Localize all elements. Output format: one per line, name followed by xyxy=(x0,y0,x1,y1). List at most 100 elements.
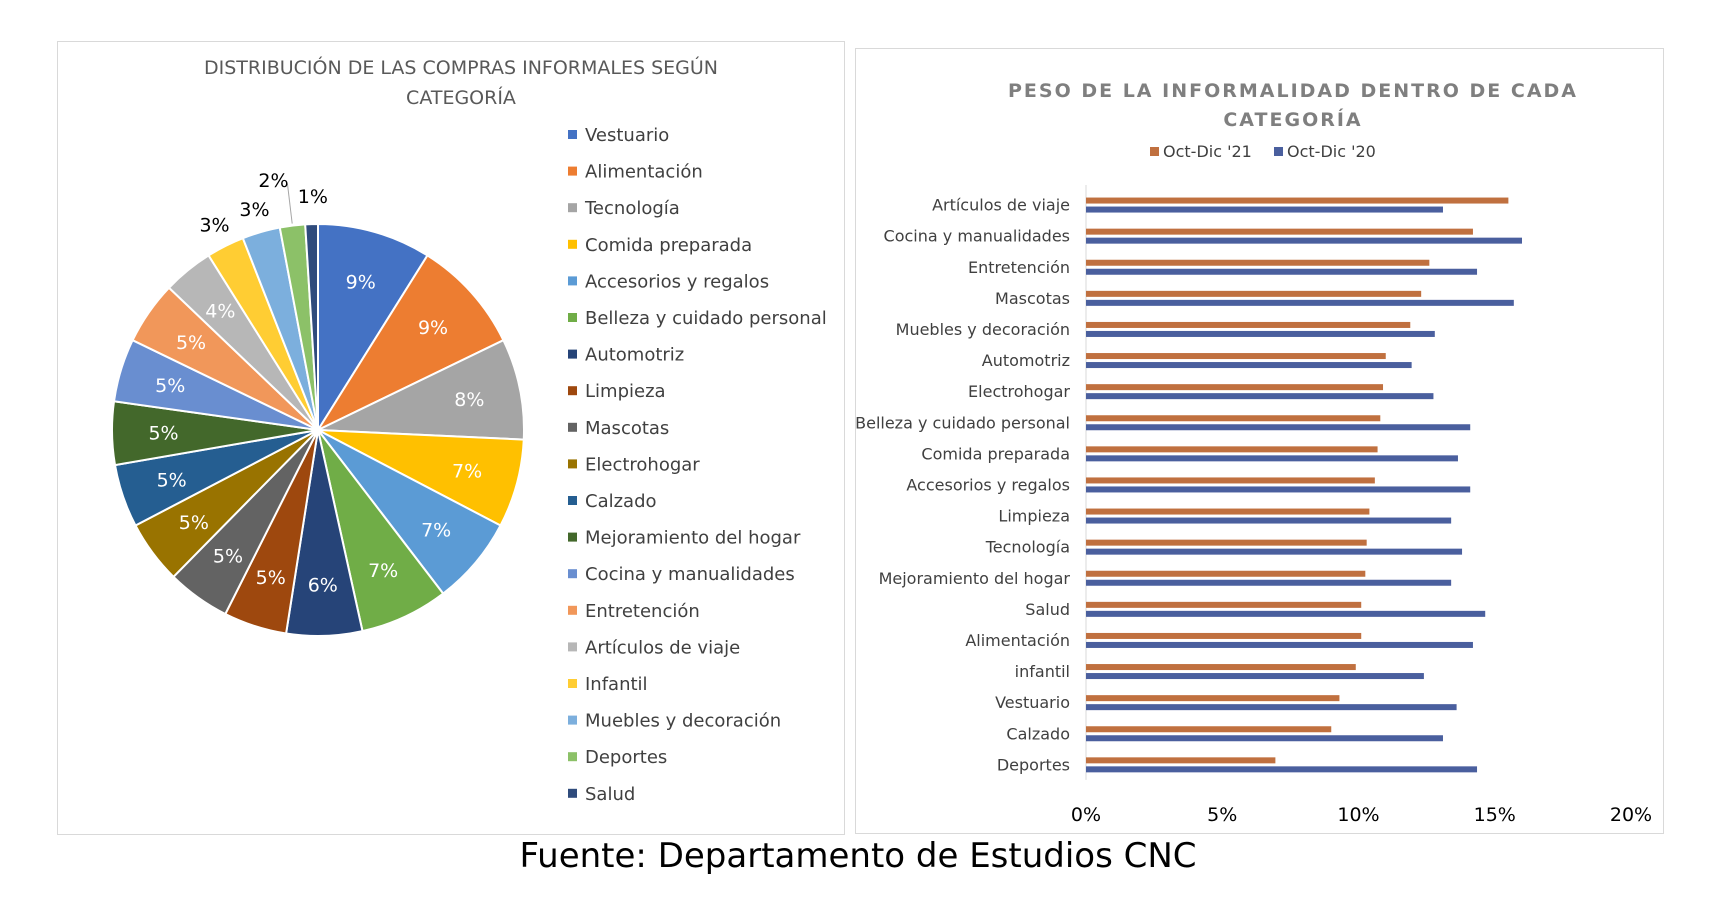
bar-mark xyxy=(1086,290,1422,297)
pie-legend-entry: Comida preparada xyxy=(585,235,752,256)
bar-chart-title-line-2: CATEGORÍA xyxy=(1223,108,1362,131)
bar-mark xyxy=(1086,757,1276,764)
pie-legend-entry: Mascotas xyxy=(585,418,669,439)
bar-legend: Oct-Dic '21 Oct-Dic '20 xyxy=(1150,142,1376,161)
bar-legend-entry: Oct-Dic '20 xyxy=(1287,142,1376,161)
pie-chart: DISTRIBUCIÓN DE LAS COMPRAS INFORMALES S… xyxy=(111,55,827,805)
pie-legend-swatch xyxy=(568,642,577,652)
bar-mark xyxy=(1086,664,1356,671)
bar-mark xyxy=(1086,237,1522,244)
pie-data-label: 2% xyxy=(258,170,288,192)
bar-mark xyxy=(1086,735,1443,742)
pie-data-label: 5% xyxy=(155,375,185,397)
bar-mark xyxy=(1086,393,1434,400)
bar-mark xyxy=(1086,446,1378,453)
pie-legend-swatch xyxy=(568,496,577,505)
pie-legend-entry: Deportes xyxy=(585,747,667,768)
pie-legend-entry: Mejoramiento del hogar xyxy=(585,528,801,549)
pie-legend-entry: Muebles y decoración xyxy=(585,711,781,732)
pie-legend-swatch xyxy=(568,788,577,798)
pie-slices xyxy=(111,222,525,637)
pie-data-label: 5% xyxy=(157,470,187,492)
pie-slice xyxy=(317,338,525,441)
bar-mark xyxy=(1086,259,1430,266)
pie-legend-entry: Automotriz xyxy=(585,345,684,366)
bar-mark xyxy=(1086,539,1367,546)
bar-x-tick-label: 20% xyxy=(1610,804,1652,826)
pie-slice xyxy=(304,222,319,431)
bar-category-label: Artículos de viaje xyxy=(932,196,1070,215)
bar-mark xyxy=(1086,353,1386,360)
bar-chart-panel: PESO DE LA INFORMALIDAD DENTRO DE CADA C… xyxy=(855,48,1664,834)
bar-category-label: infantil xyxy=(1015,662,1070,681)
pie-legend-entry: Electrohogar xyxy=(585,454,700,475)
bar-mark xyxy=(1086,579,1452,586)
bar-mark xyxy=(1086,704,1457,711)
bar-mark xyxy=(1086,695,1340,702)
bar-category-label: Vestuario xyxy=(995,693,1070,712)
pie-data-label: 3% xyxy=(239,199,269,221)
bar-category-label: Mejoramiento del hogar xyxy=(879,569,1071,588)
bar-category-label: Belleza y cuidado personal xyxy=(855,413,1070,432)
pie-legend-entry: Artículos de viaje xyxy=(585,637,740,658)
bar-mark xyxy=(1086,548,1463,555)
pie-legend-swatch xyxy=(568,276,577,286)
bar-mark xyxy=(1086,330,1435,337)
pie-legend: Vestuario Alimentación Tecnología Comida pr… xyxy=(568,125,827,805)
bar-mark xyxy=(1086,362,1412,369)
pie-data-label: 4% xyxy=(205,300,235,322)
bar-mark xyxy=(1086,766,1478,773)
bar-legend-entry: Oct-Dic '21 xyxy=(1163,142,1252,161)
pie-data-label: 9% xyxy=(418,317,448,339)
bar-marks xyxy=(1085,185,1522,780)
pie-legend-entry: Salud xyxy=(585,784,635,805)
bar-mark xyxy=(1086,632,1362,639)
pie-legend-swatch xyxy=(568,239,577,249)
bar-mark xyxy=(1086,321,1411,328)
bar-mark xyxy=(1086,384,1384,391)
pie-legend-swatch xyxy=(568,422,577,432)
pie-legend-entry: Limpieza xyxy=(585,381,666,402)
pie-legend-swatch xyxy=(568,569,577,579)
bar-mark xyxy=(1086,517,1452,524)
bar-mark xyxy=(1086,477,1375,484)
bar-mark xyxy=(1086,455,1458,462)
bar-category-label: Deportes xyxy=(997,755,1070,774)
pie-data-label: 5% xyxy=(256,567,286,589)
bar-legend-swatch xyxy=(1274,147,1283,156)
bar-mark xyxy=(1086,486,1471,493)
pie-legend-swatch xyxy=(568,679,577,688)
bar-chart: PESO DE LA INFORMALIDAD DENTRO DE CADA C… xyxy=(855,80,1652,826)
pie-legend-swatch xyxy=(568,130,577,139)
bar-category-label: Alimentación xyxy=(965,631,1070,650)
bar-mark xyxy=(1086,673,1424,680)
pie-legend-swatch xyxy=(568,605,577,615)
pie-legend-entry: Entretención xyxy=(585,601,700,622)
bar-category-label: Cocina y manualidades xyxy=(884,227,1070,246)
pie-legend-swatch xyxy=(568,166,577,176)
pie-data-label: 1% xyxy=(298,186,328,208)
bar-category-label: Limpieza xyxy=(998,507,1070,526)
bar-category-label: Automotriz xyxy=(982,351,1070,370)
pie-chart-title-line-1: DISTRIBUCIÓN DE LAS COMPRAS INFORMALES S… xyxy=(204,55,718,79)
pie-data-label: 5% xyxy=(213,546,243,568)
pie-legend-swatch xyxy=(568,532,577,542)
pie-legend-swatch xyxy=(568,459,577,469)
pie-legend-swatch xyxy=(568,715,577,725)
pie-data-label: 6% xyxy=(308,574,338,596)
bar-x-tick-label: 15% xyxy=(1474,804,1516,826)
bar-mark xyxy=(1086,508,1370,515)
bar-x-tick-label: 10% xyxy=(1337,804,1379,826)
bar-mark xyxy=(1086,268,1478,275)
bar-mark xyxy=(1086,206,1443,213)
pie-data-label: 5% xyxy=(148,422,178,444)
bar-chart-title-line-1: PESO DE LA INFORMALIDAD DENTRO DE CADA xyxy=(1008,80,1578,102)
pie-data-label: 9% xyxy=(346,272,376,294)
pie-data-labels: 9%9%8%7%7%7%6%5%5%5%5%5%5%5%4%3%3%2%1% xyxy=(148,170,484,597)
pie-legend-swatch xyxy=(568,349,577,359)
pie-data-label: 3% xyxy=(199,215,229,237)
bar-x-tick-label: 5% xyxy=(1207,804,1237,826)
pie-chart-panel: DISTRIBUCIÓN DE LAS COMPRAS INFORMALES S… xyxy=(57,41,845,835)
bar-x-axis-ticks: 0% 5% 10% 15% 20% xyxy=(1071,804,1652,826)
bar-x-tick-label: 0% xyxy=(1071,804,1101,826)
